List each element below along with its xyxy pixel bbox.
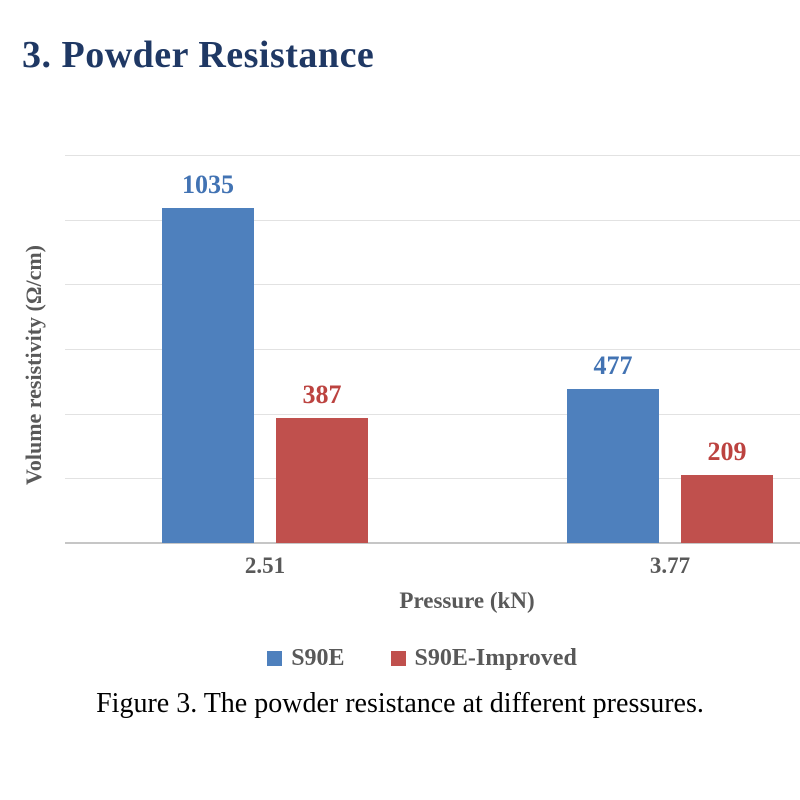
- bar-s90e-2.51: [162, 208, 254, 543]
- x-tick-label: 2.51: [244, 553, 286, 578]
- bar-s90e-improved-3.77: [681, 475, 773, 543]
- gridline: [65, 349, 800, 350]
- bar-value-label: 387: [302, 379, 342, 409]
- gridline: [65, 478, 800, 480]
- figure-caption: Figure 3. The powder resistance at diffe…: [96, 688, 704, 719]
- x-axis-title: Pressure (kN): [399, 588, 535, 613]
- y-axis-title: Volume resistivity (Ω/cm): [21, 244, 46, 486]
- legend-swatch-icon: [390, 651, 406, 666]
- legend-item-s90e: S90E: [267, 645, 345, 672]
- x-axis-line: [65, 542, 800, 544]
- bar-chart: Volume resistivity (Ω/cm) 1035 477 387 209 …: [0, 140, 800, 680]
- gridline: [65, 284, 800, 286]
- legend-label: S90E: [291, 645, 345, 671]
- gridline: [65, 219, 800, 221]
- bar-value-label: 477: [593, 350, 633, 380]
- legend-swatch-icon: [267, 651, 283, 666]
- bar-value-label: 209: [707, 437, 747, 467]
- bar-value-label: 1035: [182, 170, 234, 200]
- gridline: [65, 413, 800, 415]
- legend-label: S90E-Improved: [414, 645, 577, 671]
- legend: S90E S90E-Improved: [22, 645, 800, 672]
- section-heading: 3. Powder Resistance: [22, 34, 375, 76]
- plot-area: 1035 477 387 209: [65, 155, 800, 544]
- legend-item-s90e-improved: S90E-Improved: [390, 645, 577, 672]
- gridline: [65, 155, 800, 156]
- bar-s90e-improved-2.51: [276, 417, 368, 543]
- bar-s90e-3.77: [567, 388, 659, 543]
- x-tick-label: 3.77: [649, 553, 691, 578]
